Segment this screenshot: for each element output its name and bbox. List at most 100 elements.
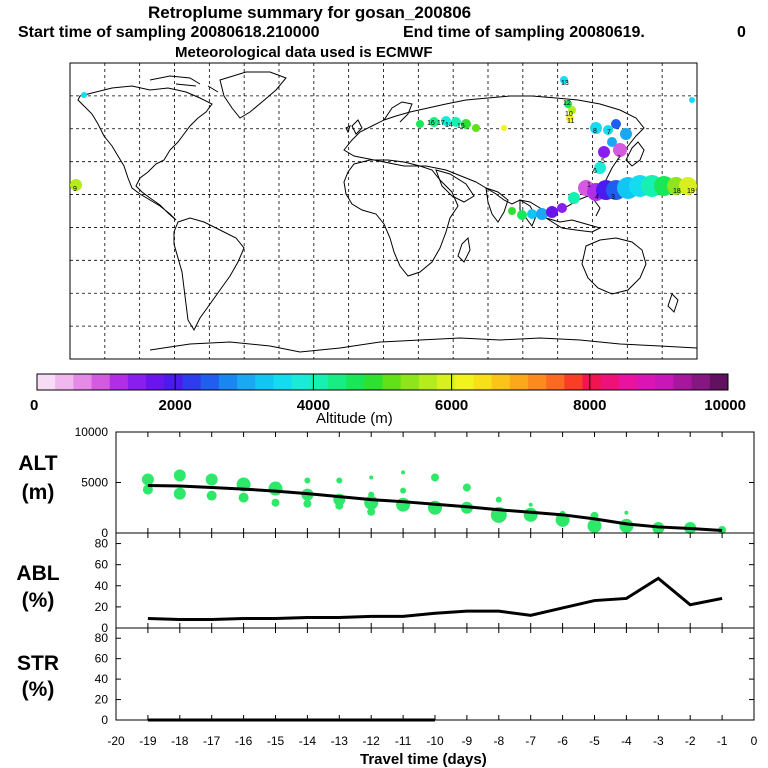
coast-india (485, 187, 509, 223)
plume-day-label: 12 (563, 100, 571, 107)
cluster-point (400, 487, 407, 494)
x-tick-label: -17 (203, 734, 221, 748)
cluster-point (336, 477, 343, 484)
colorbar-swatch (382, 374, 402, 390)
colorbar-swatch (709, 374, 729, 390)
y-tick-label: 10000 (75, 425, 109, 439)
plume-day-label: 11 (567, 118, 574, 125)
colorbar-swatch (491, 374, 511, 390)
colorbar-swatch (109, 374, 129, 390)
y-tick-label: 20 (95, 693, 109, 707)
x-tick-label: -19 (139, 734, 157, 748)
colorbar-swatch (509, 374, 529, 390)
cluster-point (271, 498, 280, 507)
plume-blob (598, 146, 610, 158)
colorbar-swatch (37, 374, 56, 390)
plume-blob (416, 120, 424, 128)
panel-label-name: STR (17, 652, 59, 675)
plume-blob (441, 116, 451, 126)
colorbar-tick-label: 6000 (435, 397, 468, 414)
panel-label-unit: (%) (22, 678, 55, 701)
plume-day-label: 5 (601, 158, 605, 165)
colorbar-swatch (564, 374, 584, 390)
colorbar-frame (36, 373, 729, 391)
plume-blob (568, 192, 580, 204)
timeseries-panels: 10000 5000 0 ALT (m) 80 60 40 20 0 ABL (%) 80 60 40 20 0… (16, 425, 757, 748)
colorbar-swatch (637, 374, 656, 390)
colorbar-swatch (364, 374, 383, 390)
plume-blob (517, 210, 527, 220)
cluster-point (335, 501, 344, 510)
colorbar-swatch (164, 374, 183, 390)
coast-arabia (435, 169, 475, 203)
altitude-colorbar: 0 2000 4000 6000 8000 10000 (30, 373, 746, 414)
plume-blob (564, 100, 572, 108)
plume-day-label: 19 (687, 188, 695, 195)
y-tick-label: 20 (95, 600, 109, 614)
end-time-label: End time of sampling 20080619. (403, 24, 645, 41)
plume-day-label: 1 (587, 182, 591, 189)
end-time-suffix: 0 (737, 24, 746, 41)
colorbar-swatch (546, 374, 565, 390)
y-tick-label: 40 (95, 579, 109, 593)
cluster-point (396, 497, 411, 512)
x-tick-label: -14 (299, 734, 317, 748)
colorbar-tick-label: 10000 (704, 397, 746, 414)
coast-greenland (219, 71, 287, 119)
cluster-point (304, 477, 311, 484)
y-tick-label: 0 (101, 621, 108, 635)
plume-blob (603, 125, 613, 135)
cluster-point (173, 487, 186, 500)
x-tick-label: -9 (462, 734, 473, 748)
colorbar-swatch (655, 374, 674, 390)
cluster-point (462, 483, 471, 492)
colorbar-label: Altitude (m) (316, 410, 393, 427)
y-tick-label: 40 (95, 672, 109, 686)
colorbar-swatch (327, 374, 347, 390)
coast-south-america (173, 217, 245, 332)
x-tick-label: -15 (267, 734, 285, 748)
colorbar-swatch (582, 374, 602, 390)
plume-day-label: 15 (457, 123, 465, 130)
plume-blob (611, 119, 621, 129)
plume-day-label: 4 (595, 194, 599, 201)
plume-blob (560, 76, 568, 84)
x-tick-label: -12 (363, 734, 381, 748)
plume-blob (81, 92, 87, 98)
plume-blob (613, 143, 627, 157)
cluster-point (205, 473, 218, 486)
cluster-point (619, 518, 634, 533)
plume-day-label: 18 (673, 188, 681, 195)
cluster-point (401, 470, 406, 475)
colorbar-swatch (691, 374, 711, 390)
colorbar-swatch (437, 374, 456, 390)
plume-blob (501, 125, 507, 131)
cluster-point (431, 473, 439, 482)
coast-arctic-islands (149, 75, 219, 93)
plume-blob (429, 117, 439, 127)
x-tick-label: 0 (751, 734, 758, 748)
plume-day-label: 13 (561, 80, 569, 87)
colorbar-swatch (473, 374, 493, 390)
colorbar-swatch (400, 374, 420, 390)
colorbar-swatch (673, 374, 693, 390)
coast-australia (581, 237, 647, 295)
plume-day-label: 2 (617, 155, 621, 162)
panel-label-name: ABL (16, 562, 59, 585)
cluster-point (369, 475, 374, 480)
colorbar-swatch (182, 374, 202, 390)
plume-day-label: 16 (427, 120, 435, 127)
colorbar-swatch (600, 374, 620, 390)
cluster-point (523, 507, 538, 522)
x-tick-label: -8 (493, 734, 504, 748)
x-tick-label: -1 (717, 734, 728, 748)
cluster-point (268, 481, 283, 496)
y-tick-label: 80 (95, 537, 109, 551)
x-axis-label: Travel time (days) (360, 751, 487, 768)
plume-day-label: 7 (607, 129, 611, 136)
panel-label-name: ALT (18, 452, 57, 475)
y-tick-label: 0 (101, 526, 108, 540)
plume-day-label: 9 (73, 186, 77, 193)
colorbar-tick-label: 4000 (297, 397, 330, 414)
